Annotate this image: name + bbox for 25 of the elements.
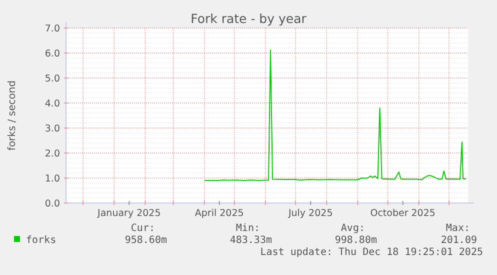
text: Last update: Thu Dec 18 19:25:01 2025 [260, 247, 483, 258]
y-tick-label: 6.0 [44, 48, 60, 60]
text: Avg: [340, 223, 365, 234]
y-tick-label: 5.0 [44, 74, 60, 84]
x-tick-label: July 2025 [287, 208, 333, 219]
y-axis-title: forks / second [7, 80, 18, 151]
text: 201.09 [440, 235, 477, 246]
chart-title: Fork rate - by year [190, 11, 308, 26]
text: 998.80m [334, 235, 377, 246]
y-tick-label: 1.0 [44, 174, 60, 184]
line-series [204, 50, 466, 181]
text: Max: [446, 223, 470, 234]
y-tick-label: 4.0 [44, 98, 60, 110]
y-tick-label: 0.0 [44, 198, 60, 210]
text: 958.60m [124, 235, 167, 246]
y-tick-label: 2.0 [44, 148, 60, 160]
x-tick-label: October 2025 [370, 208, 436, 219]
legend-label: forks [26, 235, 56, 246]
x-tick-label: April 2025 [194, 208, 244, 219]
text: Min: [236, 223, 260, 234]
text: Cur: [130, 223, 155, 234]
x-tick-label: January 2025 [96, 208, 161, 219]
y-tick-label: 7.0 [44, 24, 60, 34]
text: 483.33m [230, 235, 272, 246]
y-tick-label: 3.0 [44, 124, 60, 134]
